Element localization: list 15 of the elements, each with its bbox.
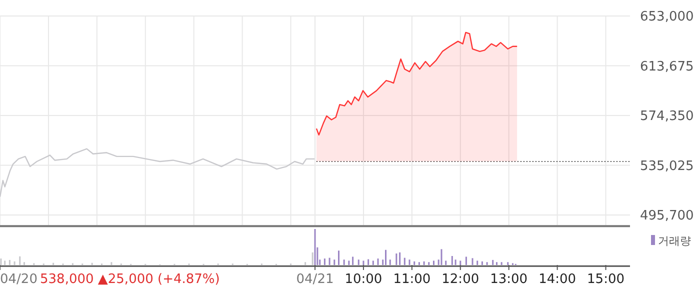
y-tick-label: 495,700	[640, 208, 694, 224]
x-tick-label: 14:00	[538, 272, 576, 287]
y-tick-label: 574,350	[640, 109, 694, 124]
x-tick-label: 10:00	[344, 272, 382, 287]
x-tick-label: 15:00	[587, 272, 625, 287]
x-tick-label: 04/20	[0, 272, 38, 287]
y-tick-label: 535,025	[640, 158, 694, 174]
x-tick-label: 13:00	[490, 272, 528, 287]
text: 538,000 ▲25,000 (+4.87%)	[40, 272, 220, 287]
legend-label: 거래량	[658, 234, 691, 248]
x-tick-label: 12:00	[442, 272, 480, 287]
y-tick-label: 653,000	[640, 10, 694, 24]
x-tick-label: 11:00	[393, 272, 431, 287]
x-tick-label: 04/21	[296, 272, 334, 287]
y-tick-label: 613,675	[640, 59, 694, 74]
